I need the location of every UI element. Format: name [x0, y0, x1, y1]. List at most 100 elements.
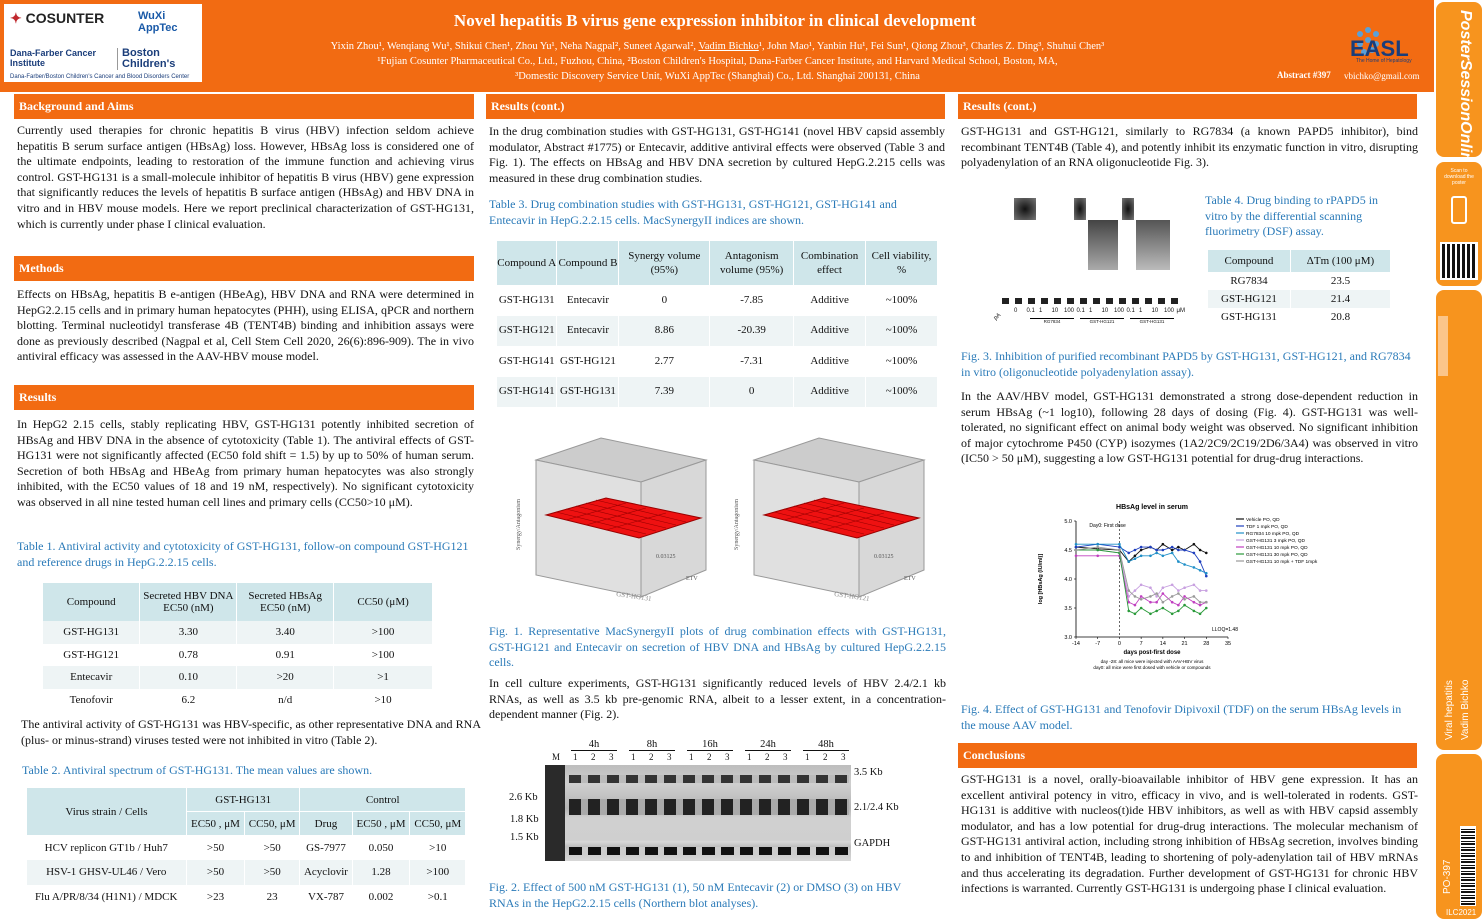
legend-entry: RG7834 10 mpk PO, QD [1246, 531, 1300, 537]
lane-number: 1 [689, 752, 694, 762]
data-point [1139, 606, 1143, 610]
data-point [1139, 554, 1143, 558]
in-vivo-text: In the AAV/HBV model, GST-HG131 demonstr… [961, 389, 1418, 466]
section-results: Results [14, 385, 474, 410]
data-point [1192, 600, 1196, 604]
figure-2-caption: Fig. 2. Effect of 500 nM GST-HG131 (1), … [489, 880, 902, 910]
time-point-label: 16h [687, 739, 733, 751]
boston-childrens-logo: Boston Children's [122, 47, 176, 70]
data-point [1133, 603, 1137, 607]
phone-icon [1451, 196, 1467, 224]
data-point [1155, 548, 1158, 552]
figure-4-caption: Fig. 4. Effect of GST-HG131 and Tenofovi… [961, 702, 1402, 732]
legend-entry: GST-HG131 3 mpk PO, QD [1246, 538, 1305, 544]
data-point [1177, 548, 1180, 552]
data-point [1127, 600, 1131, 604]
day0-annotation: Day0: First dose [1089, 523, 1126, 529]
plot-y-label: Synergy/Antagonism [516, 499, 522, 550]
lane-number: 1 [573, 752, 578, 762]
data-point [1198, 600, 1202, 604]
data-point [1198, 589, 1202, 592]
table-row: GST-HG131 20.8 [1208, 308, 1392, 326]
data-point [1161, 592, 1165, 595]
topic-panel: Viral hepatitis Vadim Bichko [1436, 290, 1482, 750]
data-point [1161, 542, 1165, 546]
table-header-row: Compound Secreted HBV DNA EC50 (nM) Secr… [43, 583, 433, 621]
data-point [1133, 548, 1137, 552]
section-conclusions: Conclusions [958, 743, 1417, 768]
data-point [1161, 548, 1165, 552]
data-point [1155, 595, 1158, 598]
data-point [1192, 609, 1196, 613]
series-line [1076, 555, 1207, 606]
qr-code[interactable] [1440, 242, 1478, 280]
table-row: GST-HG131 3.30 3.40 >100 [43, 621, 433, 644]
data-point [1139, 548, 1143, 552]
data-point [1118, 542, 1121, 546]
data-point [1204, 574, 1208, 578]
blot-image [545, 765, 851, 861]
lane-number: 2 [823, 752, 828, 762]
table-row: Flu A/PR/8/34 (H1N1) / MDCK >23 23 VX-787 0.… [26, 884, 466, 909]
download-panel[interactable]: Scan to download the poster [1436, 162, 1482, 286]
section-background: Background and Aims [14, 94, 474, 119]
poster-title: Novel hepatitis B virus gene expression … [453, 11, 977, 30]
data-point [1177, 609, 1180, 613]
x-tick-label: 0 [1118, 641, 1121, 647]
lloq-label: LLOQ=1.48 [1212, 627, 1238, 633]
legend-entry: TDF 1 mpk PO, QD [1246, 524, 1288, 530]
chart-footnote: day -28: all mice were injected with AAV… [1101, 659, 1205, 664]
x-tick-label: -7 [1095, 641, 1100, 647]
scan-instruction: Scan to download the poster [1444, 168, 1474, 186]
plot-y-label: Synergy/Antagonism [734, 499, 740, 550]
marker-lane [545, 765, 565, 861]
presenter-label: Vadim Bichko [1460, 679, 1471, 740]
table-header-row: Compound ΔTm (100 μM) [1208, 250, 1392, 272]
data-point [1204, 571, 1208, 575]
data-point [1204, 600, 1208, 604]
institution-logos: ✦ COSUNTER WuXi AppTec Dana-Farber Cance… [4, 4, 202, 82]
gel-group-label: GST-HG131 [1130, 318, 1174, 324]
data-point [1192, 566, 1196, 569]
gel-concentration: 0.1 [1126, 308, 1135, 314]
easl-logo: EASL [1350, 36, 1409, 61]
data-point [1155, 592, 1158, 595]
data-point [1149, 595, 1152, 598]
data-point [1155, 609, 1158, 613]
size-marker-1-5kb: 1.5 Kb [510, 832, 539, 843]
gel-concentration: 100 [1064, 308, 1075, 314]
tent4b-text: GST-HG131 and GST-HG121, similarly to RG… [961, 124, 1418, 170]
size-marker-2-6kb: 2.6 Kb [509, 792, 538, 803]
data-point [1133, 589, 1137, 592]
data-point [1192, 595, 1196, 598]
poster-header: ✦ COSUNTER WuXi AppTec Dana-Farber Cance… [0, 0, 1434, 92]
data-point [1183, 603, 1186, 607]
rna-text: In cell culture experiments, GST-HG131 s… [489, 676, 946, 722]
data-point [1139, 595, 1143, 598]
data-point [1204, 606, 1208, 610]
data-point [1127, 551, 1131, 555]
contact-email[interactable]: vbichko@gmail.com [1344, 71, 1420, 81]
data-point [1149, 554, 1152, 558]
lane-number: 1 [805, 752, 810, 762]
gel-concentration: 1 [1039, 308, 1043, 314]
data-point [1161, 600, 1165, 604]
x-tick-label: 14 [1160, 641, 1166, 647]
results-text: In HepG2 2.15 cells, stably replicating … [17, 417, 474, 509]
abstract-number: Abstract #397 [1277, 70, 1331, 80]
conclusions-text: GST-HG131 is a novel, orally-bioavailabl… [961, 772, 1418, 896]
table-row: RG7834 23.5 [1208, 272, 1392, 290]
legend-entry: GST-HG131 30 mpk PO, QD [1246, 552, 1308, 558]
plot-axis-label: ETV [904, 576, 916, 582]
legend-entry: GST-HG131 10 mpk PO, QD [1246, 545, 1308, 551]
gel-concentration: 0 [1014, 308, 1018, 314]
data-point [1074, 554, 1078, 558]
data-point [1183, 563, 1186, 566]
data-point [1118, 545, 1121, 549]
data-point [1096, 545, 1100, 549]
table-row: GST-HG141 GST-HG121 2.77 -7.31 Additive ~100% [497, 346, 938, 377]
lane-number: 3 [667, 752, 672, 762]
data-point [1127, 589, 1131, 592]
figure-3-gel: 0 0.1 1 10 100 0.1 1 10 100 0.1 1 10 100 μM RG7834 GST… [993, 190, 1190, 324]
code-panel: PO-397 ILC2021 [1436, 754, 1482, 919]
